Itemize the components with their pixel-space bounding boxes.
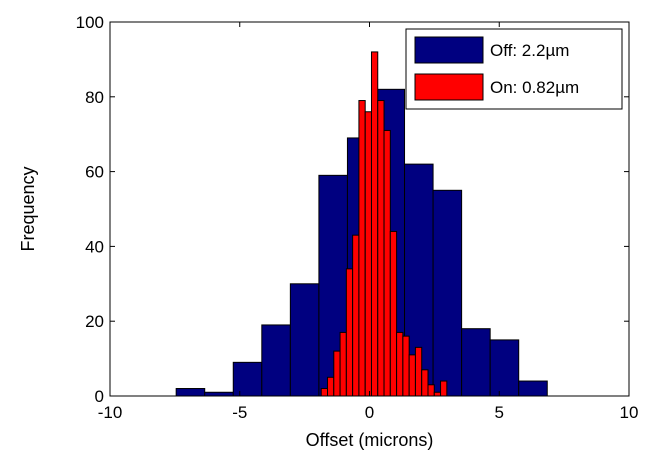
y-tick-label: 20 [85,312,104,331]
y-tick-label: 80 [85,88,104,107]
on-bar [364,111,372,397]
off-bar [261,324,291,397]
on-bar [345,268,354,397]
off-bar [489,339,520,397]
off-bar [518,380,548,397]
series-on-bars [320,51,448,397]
on-bar [383,129,391,397]
on-bar [377,100,385,397]
axes [109,21,630,397]
on-bar [402,335,410,397]
y-tick-label: 40 [85,237,104,256]
y-tick-label: 100 [76,13,104,32]
off-bar [204,391,234,397]
on-bar [333,350,341,397]
y-tick-label: 60 [85,163,104,182]
legend: Off: 2.2µm On: 0.82µm [405,28,623,110]
x-tick-label: -10 [98,403,123,422]
on-bar [408,354,416,397]
off-bar [461,328,491,397]
on-bar [389,230,398,397]
on-bar [427,384,435,397]
on-bar [370,51,379,397]
legend-swatch-off [414,36,484,64]
off-bar [175,388,206,397]
on-bar [396,331,404,397]
y-axis-label: Frequency [18,166,38,251]
on-bar [440,380,448,397]
x-axis-label: Offset (microns) [306,430,434,450]
on-bar [414,346,423,397]
x-tick-label: -5 [232,403,247,422]
on-bar [433,391,442,397]
on-bar [320,388,329,397]
x-tick-label: 0 [365,403,374,422]
legend-swatch-on [414,73,484,101]
on-bar [358,100,366,397]
x-tick-label: 5 [495,403,504,422]
y-tick-label: 0 [95,387,104,406]
legend-label-off: Off: 2.2µm [490,41,569,60]
off-bar [432,189,463,397]
off-bar [289,283,320,397]
x-tick-label: 10 [620,403,639,422]
off-bar [232,361,263,397]
legend-label-on: On: 0.82µm [490,78,579,97]
on-bar [327,376,335,397]
on-bar [421,369,429,397]
on-bar [339,331,347,397]
on-bar [352,234,360,397]
